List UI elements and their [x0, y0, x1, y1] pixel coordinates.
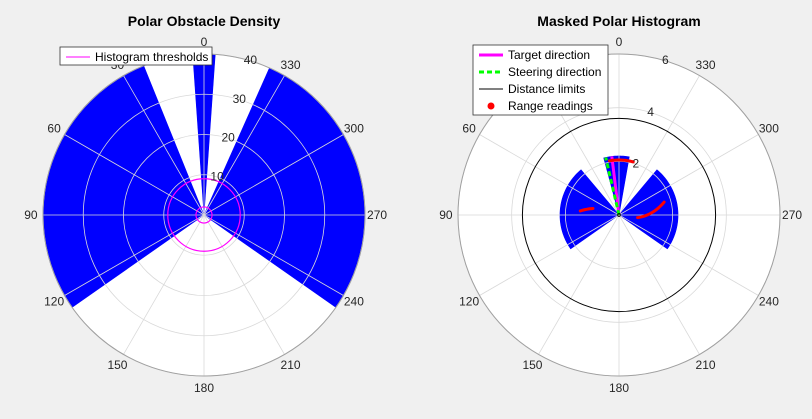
theta-tick-label-0: 0 — [201, 35, 208, 49]
theta-tick-label-330: 330 — [696, 58, 716, 72]
theta-tick-label-300: 300 — [759, 121, 779, 135]
legend-label-3: Range readings — [508, 99, 593, 113]
polar-axes-border — [457, 53, 781, 377]
theta-gridline-330 — [203, 75, 285, 216]
theta-tick-label-270: 270 — [367, 208, 387, 222]
theta-gridline-30 — [123, 75, 205, 216]
r-tick-label-6: 6 — [662, 53, 669, 67]
theta-tick-label-330: 330 — [281, 58, 301, 72]
legend-label-2: Distance limits — [508, 82, 585, 96]
theta-tick-label-90: 90 — [439, 208, 453, 222]
legend-label-0: Histogram thresholds — [95, 50, 208, 64]
theta-gridline-150 — [538, 214, 620, 355]
theta-tick-label-300: 300 — [344, 121, 364, 135]
legend: Target direction Steering direction Distan… — [472, 44, 609, 116]
range-reading-1 — [578, 207, 595, 213]
theta-tick-label-210: 210 — [696, 358, 716, 372]
theta-gridline-330 — [618, 75, 700, 216]
theta-gridline-300 — [618, 134, 759, 216]
r-tick-label-10: 10 — [210, 169, 224, 183]
threshold-circle-0 — [195, 206, 213, 224]
theta-tick-label-60: 60 — [462, 121, 476, 135]
legend-label-1: Steering direction — [508, 65, 601, 79]
theta-gridline-300 — [203, 134, 344, 216]
theta-tick-label-180: 180 — [194, 381, 214, 395]
r-tick-label-2: 2 — [632, 156, 639, 170]
range-reading-0 — [607, 158, 635, 164]
theta-gridline-210 — [203, 214, 285, 355]
theta-tick-label-180: 180 — [609, 381, 629, 395]
theta-tick-label-150: 150 — [522, 358, 542, 372]
legend: Histogram thresholds — [59, 46, 213, 66]
theta-tick-label-240: 240 — [344, 295, 364, 309]
r-tick-label-20: 20 — [222, 131, 236, 145]
theta-gridline-60 — [479, 134, 620, 216]
distance-limit-circle-0 — [617, 213, 621, 217]
theta-gridline-120 — [479, 214, 620, 296]
r-tick-label-30: 30 — [233, 92, 247, 106]
theta-tick-label-150: 150 — [107, 358, 127, 372]
theta-tick-label-90: 90 — [24, 208, 38, 222]
legend-marker-3 — [487, 102, 495, 110]
legend-box — [472, 44, 609, 116]
legend-box — [59, 46, 213, 66]
chart-title: Polar Obstacle Density — [128, 13, 281, 29]
polar-chart-obstacle-density: 030609012015018021024027030033010203040P… — [24, 13, 387, 395]
chart-title: Masked Polar Histogram — [537, 13, 700, 29]
threshold-circle-1 — [167, 178, 241, 252]
legend-label-0: Target direction — [508, 48, 590, 62]
theta-tick-label-210: 210 — [281, 358, 301, 372]
theta-gridline-210 — [618, 214, 700, 355]
theta-gridline-150 — [123, 214, 205, 355]
theta-tick-label-120: 120 — [44, 295, 64, 309]
theta-gridline-60 — [64, 134, 205, 216]
theta-tick-label-240: 240 — [759, 295, 779, 309]
theta-gridline-240 — [618, 214, 759, 296]
theta-tick-label-270: 270 — [782, 208, 802, 222]
theta-tick-label-120: 120 — [459, 295, 479, 309]
theta-tick-label-0: 0 — [616, 35, 623, 49]
steering-direction-line — [604, 157, 621, 216]
theta-gridline-120 — [64, 214, 205, 296]
polar-chart-masked-histogram: 0306090120150180210240270300330246Masked… — [439, 13, 802, 395]
r-tick-label-40: 40 — [244, 53, 258, 67]
range-reading-2 — [636, 200, 666, 220]
r-tick-label-4: 4 — [647, 105, 654, 119]
theta-tick-label-60: 60 — [47, 121, 61, 135]
distance-limit-circle-1 — [521, 117, 717, 313]
theta-gridline-240 — [203, 214, 344, 296]
